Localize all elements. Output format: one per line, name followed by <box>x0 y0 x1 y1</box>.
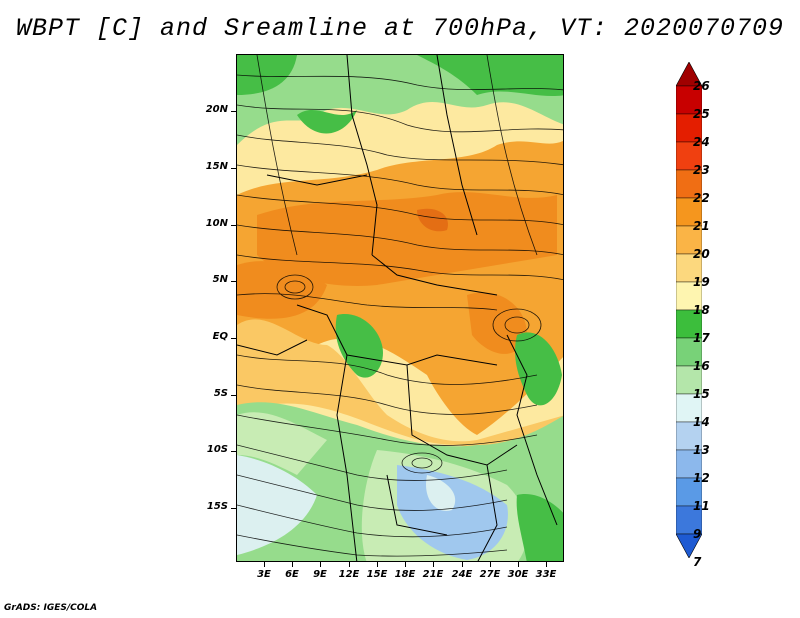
lat-label-10s: 10S <box>206 444 228 455</box>
colorbar-swatch <box>676 225 702 255</box>
lon-label-15e: 15E <box>366 569 388 580</box>
lat-label-20n: 20N <box>205 104 228 115</box>
colorbar-swatch <box>676 281 702 311</box>
colorbar-label: 23 <box>693 163 710 177</box>
colorbar-label: 14 <box>693 415 710 429</box>
colorbar-label: 17 <box>693 331 710 345</box>
streamlines <box>237 55 563 557</box>
lat-label-15s: 15S <box>206 501 228 512</box>
lat-label-eq: EQ <box>212 331 228 342</box>
lon-label-27e: 27E <box>479 569 501 580</box>
lon-tick <box>264 562 265 567</box>
lon-label-30e: 30E <box>507 569 529 580</box>
colorbar-label: 15 <box>693 387 710 401</box>
country-borders <box>237 55 558 561</box>
lon-label-24e: 24E <box>451 569 473 580</box>
lon-tick <box>518 562 519 567</box>
north-dark-green <box>417 55 563 96</box>
colorbar-label: 12 <box>693 471 710 485</box>
light-orange-zone <box>237 319 563 451</box>
lakes-green <box>515 332 562 406</box>
lat-label-5s: 5S <box>213 388 228 399</box>
colorbar-label: 21 <box>693 219 710 233</box>
map-panel <box>236 54 564 562</box>
colorbar-swatch <box>676 505 702 535</box>
colorbar-label: 26 <box>693 79 710 93</box>
lon-label-3e: 3E <box>257 569 271 580</box>
lon-label-9e: 9E <box>313 569 327 580</box>
lat-tick <box>231 451 236 452</box>
lon-tick <box>349 562 350 567</box>
colorbar-swatch <box>676 337 702 367</box>
lon-label-12e: 12E <box>338 569 360 580</box>
colorbar-swatch <box>676 477 702 507</box>
colorbar-swatch <box>676 141 702 171</box>
colorbar-label: 16 <box>693 359 710 373</box>
colorbar-swatch <box>676 421 702 451</box>
lon-tick <box>377 562 378 567</box>
lon-label-21e: 21E <box>422 569 444 580</box>
colorbar-label: 18 <box>693 303 710 317</box>
lat-tick <box>231 395 236 396</box>
colorbar-label: 25 <box>693 107 710 121</box>
map-title: WBPT [C] and Sreamline at 700hPa, VT: 20… <box>15 14 785 43</box>
lat-label-10n: 10N <box>205 218 228 229</box>
lon-tick <box>490 562 491 567</box>
congo-green <box>335 314 383 378</box>
colorbar-label: 22 <box>693 191 710 205</box>
colorbar-label: 13 <box>693 443 710 457</box>
lat-label-15n: 15N <box>205 161 228 172</box>
lon-tick <box>462 562 463 567</box>
lon-label-6e: 6E <box>285 569 299 580</box>
lat-tick <box>231 281 236 282</box>
lat-tick <box>231 508 236 509</box>
footer-credit: GrADS: IGES/COLA <box>4 603 98 613</box>
colorbar-label: 19 <box>693 275 710 289</box>
colorbar-swatch <box>676 253 702 283</box>
lon-tick <box>292 562 293 567</box>
lat-label-5n: 5N <box>212 274 228 285</box>
colorbar-label: 9 <box>693 527 702 541</box>
colorbar-bottom-triangle <box>676 533 702 558</box>
lon-label-18e: 18E <box>394 569 416 580</box>
colorbar <box>676 62 702 558</box>
lat-tick <box>231 338 236 339</box>
lon-tick <box>546 562 547 567</box>
lat-tick <box>231 225 236 226</box>
colorbar-swatch <box>676 197 702 227</box>
colorbar-label: 7 <box>693 555 702 569</box>
wbpt-field <box>237 55 563 561</box>
lon-label-33e: 33E <box>535 569 557 580</box>
lon-tick <box>320 562 321 567</box>
lon-tick <box>405 562 406 567</box>
colorbar-label: 20 <box>693 247 710 261</box>
colorbar-label: 11 <box>693 499 710 513</box>
lat-tick <box>231 111 236 112</box>
lat-tick <box>231 168 236 169</box>
colorbar-label: 24 <box>693 135 710 149</box>
lon-tick <box>433 562 434 567</box>
